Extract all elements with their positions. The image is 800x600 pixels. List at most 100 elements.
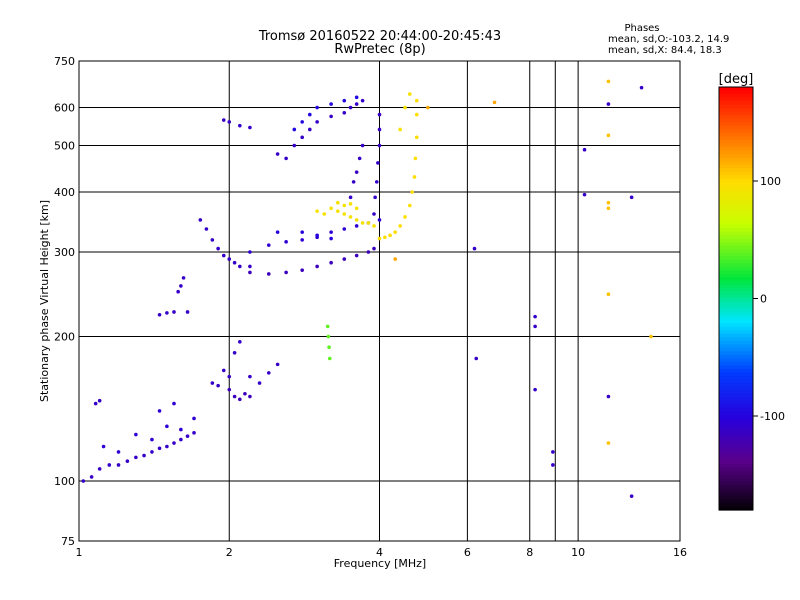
data-point xyxy=(551,450,555,454)
data-point xyxy=(232,394,237,399)
colorbar-strip xyxy=(719,90,753,95)
colorbar: [deg] 100 0 -100 xyxy=(718,72,785,511)
colorbar-strip xyxy=(719,393,753,398)
data-point xyxy=(377,218,382,222)
colorbar-strip xyxy=(719,266,753,271)
colorbar-label: [deg] xyxy=(719,72,754,87)
data-point xyxy=(329,230,333,234)
colorbar-strip xyxy=(719,450,753,455)
data-point xyxy=(248,264,252,269)
y-tick-label: 75 xyxy=(61,535,75,548)
colorbar-strip xyxy=(719,143,753,148)
colorbar-strip xyxy=(719,199,753,204)
data-point xyxy=(284,240,288,244)
x-tick-label: 8 xyxy=(526,546,533,559)
colorbar-strip xyxy=(719,421,753,426)
data-point xyxy=(101,444,106,449)
colorbar-tick-label: 0 xyxy=(760,293,767,306)
data-point xyxy=(275,230,280,234)
y-tick-label: 600 xyxy=(54,102,75,115)
colorbar-strip xyxy=(719,242,753,247)
data-point xyxy=(300,120,304,124)
x-tick-label: 10 xyxy=(571,546,585,559)
data-point xyxy=(192,431,196,435)
data-point xyxy=(221,368,226,373)
data-point xyxy=(185,310,190,314)
colorbar-strip xyxy=(719,340,753,345)
data-point xyxy=(238,397,242,402)
colorbar-strip xyxy=(719,495,753,501)
colorbar-strip xyxy=(719,108,753,113)
data-point xyxy=(238,340,242,344)
colorbar-strip xyxy=(719,150,753,155)
data-point xyxy=(97,398,102,403)
grid-lines xyxy=(79,61,680,541)
colorbar-strip xyxy=(719,224,753,229)
y-tick-label: 300 xyxy=(54,246,75,259)
data-point xyxy=(403,215,407,219)
colorbar-strip xyxy=(719,404,753,409)
data-point xyxy=(165,424,169,429)
colorbar-strip xyxy=(719,220,753,226)
data-points xyxy=(81,79,653,498)
data-point xyxy=(221,253,226,258)
colorbar-strip xyxy=(719,390,753,395)
data-point xyxy=(606,79,611,84)
data-point xyxy=(322,212,327,216)
colorbar-strip xyxy=(719,492,753,497)
y-tick-label: 750 xyxy=(54,55,75,68)
colorbar-strip xyxy=(719,481,753,486)
colorbar-strip xyxy=(719,464,753,469)
data-point xyxy=(606,292,611,297)
colorbar-strip xyxy=(719,488,753,493)
data-point xyxy=(157,446,162,451)
data-point xyxy=(150,450,154,454)
data-point xyxy=(181,276,186,280)
y-tick-label: 100 xyxy=(54,475,75,488)
data-point xyxy=(357,156,362,161)
plot-frame xyxy=(78,60,681,542)
colorbar-strip xyxy=(719,383,753,388)
data-point xyxy=(227,374,232,379)
data-point xyxy=(410,190,414,194)
colorbar-strip xyxy=(719,259,753,264)
colorbar-strip xyxy=(719,425,753,430)
data-point xyxy=(307,112,312,117)
data-point xyxy=(198,218,203,222)
data-point xyxy=(292,127,297,132)
data-point xyxy=(216,383,220,388)
data-point xyxy=(639,85,644,90)
data-point xyxy=(533,387,537,392)
data-point xyxy=(354,206,359,211)
colorbar-strip xyxy=(719,499,753,504)
data-point xyxy=(134,455,138,460)
data-point xyxy=(533,314,537,319)
data-point xyxy=(93,401,98,406)
colorbar-strip xyxy=(719,287,753,293)
colorbar-strip xyxy=(719,132,753,137)
colorbar-strip xyxy=(719,115,753,120)
data-point xyxy=(649,334,653,339)
data-point xyxy=(606,441,611,445)
colorbar-strip xyxy=(719,414,753,419)
colorbar-strip xyxy=(719,432,753,437)
data-point xyxy=(176,289,180,294)
data-point xyxy=(315,120,319,124)
data-point xyxy=(342,203,347,208)
data-point xyxy=(383,235,387,240)
colorbar-strip xyxy=(719,351,753,356)
colorbar-strip xyxy=(719,189,753,194)
colorbar-strip xyxy=(719,97,753,102)
chart-subtitle: RwPretec (8p) xyxy=(334,42,425,57)
colorbar-gradient xyxy=(719,87,753,511)
data-point xyxy=(300,135,304,140)
data-point xyxy=(393,230,397,234)
data-point xyxy=(398,127,402,132)
colorbar-strip xyxy=(719,217,753,222)
colorbar-strip xyxy=(719,337,753,342)
colorbar-strip xyxy=(719,192,753,197)
colorbar-strip xyxy=(719,302,753,307)
stats-x-line: mean, sd,X: 84.4, 18.3 xyxy=(608,45,722,56)
colorbar-strip xyxy=(719,485,753,490)
